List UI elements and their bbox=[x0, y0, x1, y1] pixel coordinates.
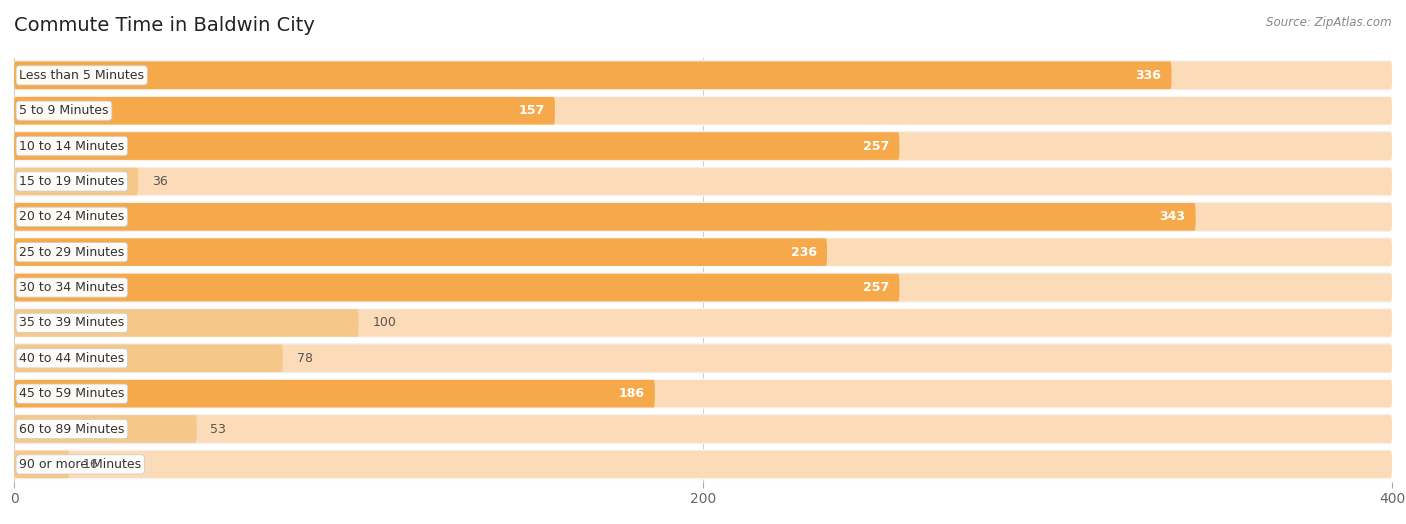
FancyBboxPatch shape bbox=[14, 308, 1392, 338]
Text: 257: 257 bbox=[863, 281, 889, 294]
FancyBboxPatch shape bbox=[14, 274, 1392, 301]
Text: 343: 343 bbox=[1160, 210, 1185, 223]
FancyBboxPatch shape bbox=[14, 95, 1392, 126]
Text: 25 to 29 Minutes: 25 to 29 Minutes bbox=[20, 246, 125, 259]
Text: 53: 53 bbox=[211, 422, 226, 435]
FancyBboxPatch shape bbox=[14, 237, 1392, 267]
FancyBboxPatch shape bbox=[14, 415, 1392, 443]
Text: 78: 78 bbox=[297, 352, 312, 365]
FancyBboxPatch shape bbox=[14, 132, 1392, 160]
Text: 186: 186 bbox=[619, 387, 644, 400]
Text: Less than 5 Minutes: Less than 5 Minutes bbox=[20, 69, 145, 82]
FancyBboxPatch shape bbox=[14, 166, 1392, 196]
FancyBboxPatch shape bbox=[14, 415, 197, 443]
FancyBboxPatch shape bbox=[14, 343, 1392, 374]
FancyBboxPatch shape bbox=[14, 449, 1392, 479]
FancyBboxPatch shape bbox=[14, 272, 1392, 303]
FancyBboxPatch shape bbox=[14, 309, 359, 337]
FancyBboxPatch shape bbox=[14, 451, 69, 478]
Text: 36: 36 bbox=[152, 175, 167, 188]
Text: 100: 100 bbox=[373, 316, 396, 330]
FancyBboxPatch shape bbox=[14, 451, 1392, 478]
FancyBboxPatch shape bbox=[14, 168, 1392, 195]
Text: 257: 257 bbox=[863, 139, 889, 152]
FancyBboxPatch shape bbox=[14, 380, 655, 408]
FancyBboxPatch shape bbox=[14, 60, 1392, 91]
Text: 157: 157 bbox=[519, 104, 544, 117]
FancyBboxPatch shape bbox=[14, 274, 900, 301]
FancyBboxPatch shape bbox=[14, 203, 1195, 231]
FancyBboxPatch shape bbox=[14, 414, 1392, 444]
Text: 20 to 24 Minutes: 20 to 24 Minutes bbox=[20, 210, 125, 223]
FancyBboxPatch shape bbox=[14, 202, 1392, 232]
FancyBboxPatch shape bbox=[14, 97, 555, 125]
Text: 15 to 19 Minutes: 15 to 19 Minutes bbox=[20, 175, 125, 188]
Text: Commute Time in Baldwin City: Commute Time in Baldwin City bbox=[14, 16, 315, 35]
FancyBboxPatch shape bbox=[14, 168, 138, 195]
FancyBboxPatch shape bbox=[14, 344, 1392, 372]
FancyBboxPatch shape bbox=[14, 380, 1392, 408]
FancyBboxPatch shape bbox=[14, 97, 1392, 125]
Text: 16: 16 bbox=[83, 458, 98, 471]
FancyBboxPatch shape bbox=[14, 238, 1392, 266]
FancyBboxPatch shape bbox=[14, 309, 1392, 337]
Text: 30 to 34 Minutes: 30 to 34 Minutes bbox=[20, 281, 125, 294]
FancyBboxPatch shape bbox=[14, 131, 1392, 161]
FancyBboxPatch shape bbox=[14, 344, 283, 372]
Text: 236: 236 bbox=[790, 246, 817, 259]
FancyBboxPatch shape bbox=[14, 203, 1392, 231]
Text: 90 or more Minutes: 90 or more Minutes bbox=[20, 458, 142, 471]
FancyBboxPatch shape bbox=[14, 378, 1392, 409]
Text: 336: 336 bbox=[1135, 69, 1161, 82]
Text: 60 to 89 Minutes: 60 to 89 Minutes bbox=[20, 422, 125, 435]
Text: 35 to 39 Minutes: 35 to 39 Minutes bbox=[20, 316, 125, 330]
FancyBboxPatch shape bbox=[14, 132, 900, 160]
FancyBboxPatch shape bbox=[14, 238, 827, 266]
Text: 5 to 9 Minutes: 5 to 9 Minutes bbox=[20, 104, 108, 117]
Text: 45 to 59 Minutes: 45 to 59 Minutes bbox=[20, 387, 125, 400]
FancyBboxPatch shape bbox=[14, 61, 1171, 89]
Text: 40 to 44 Minutes: 40 to 44 Minutes bbox=[20, 352, 125, 365]
FancyBboxPatch shape bbox=[14, 61, 1392, 89]
Text: 10 to 14 Minutes: 10 to 14 Minutes bbox=[20, 139, 125, 152]
Text: Source: ZipAtlas.com: Source: ZipAtlas.com bbox=[1267, 16, 1392, 29]
